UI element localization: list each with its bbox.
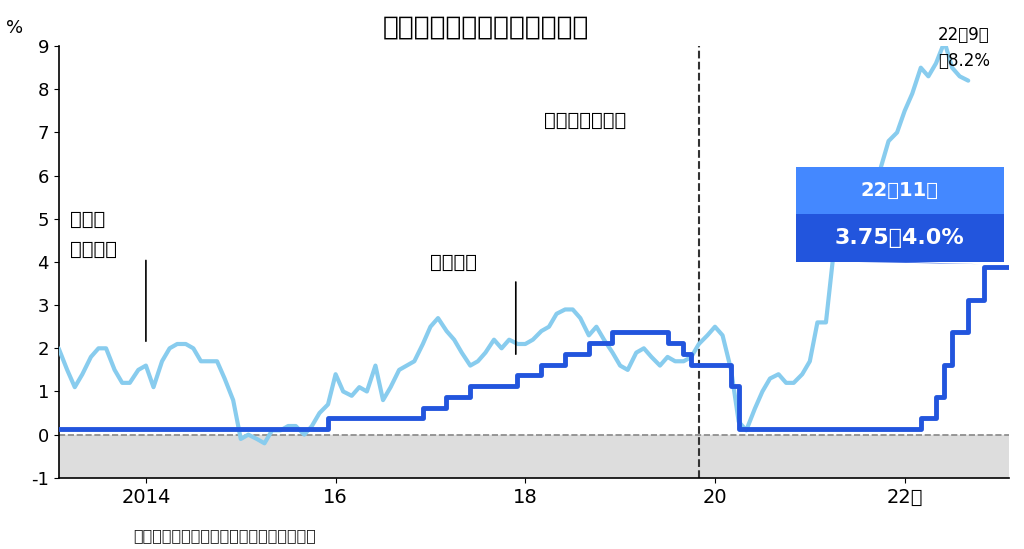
Polygon shape bbox=[857, 262, 979, 264]
Text: 消費者: 消費者 bbox=[70, 210, 105, 229]
Text: 政策金利: 政策金利 bbox=[430, 253, 477, 272]
FancyBboxPatch shape bbox=[796, 167, 1005, 215]
Text: %: % bbox=[6, 19, 24, 37]
Text: 消費者物価指数は前年同月比、季節調整前: 消費者物価指数は前年同月比、季節調整前 bbox=[133, 529, 316, 544]
Text: 新型コロナ危機: 新型コロナ危機 bbox=[545, 111, 627, 130]
Title: 米政策金利と消費者物価指数: 米政策金利と消費者物価指数 bbox=[383, 15, 590, 41]
Text: 物価指数: 物価指数 bbox=[70, 240, 117, 259]
Text: －8.2%: －8.2% bbox=[938, 52, 990, 70]
Text: 22年9月: 22年9月 bbox=[938, 26, 989, 44]
Bar bbox=[58, 435, 1009, 478]
FancyBboxPatch shape bbox=[796, 215, 1005, 262]
Text: 22年11月: 22年11月 bbox=[861, 181, 939, 200]
Text: 3.75～4.0%: 3.75～4.0% bbox=[835, 228, 965, 248]
